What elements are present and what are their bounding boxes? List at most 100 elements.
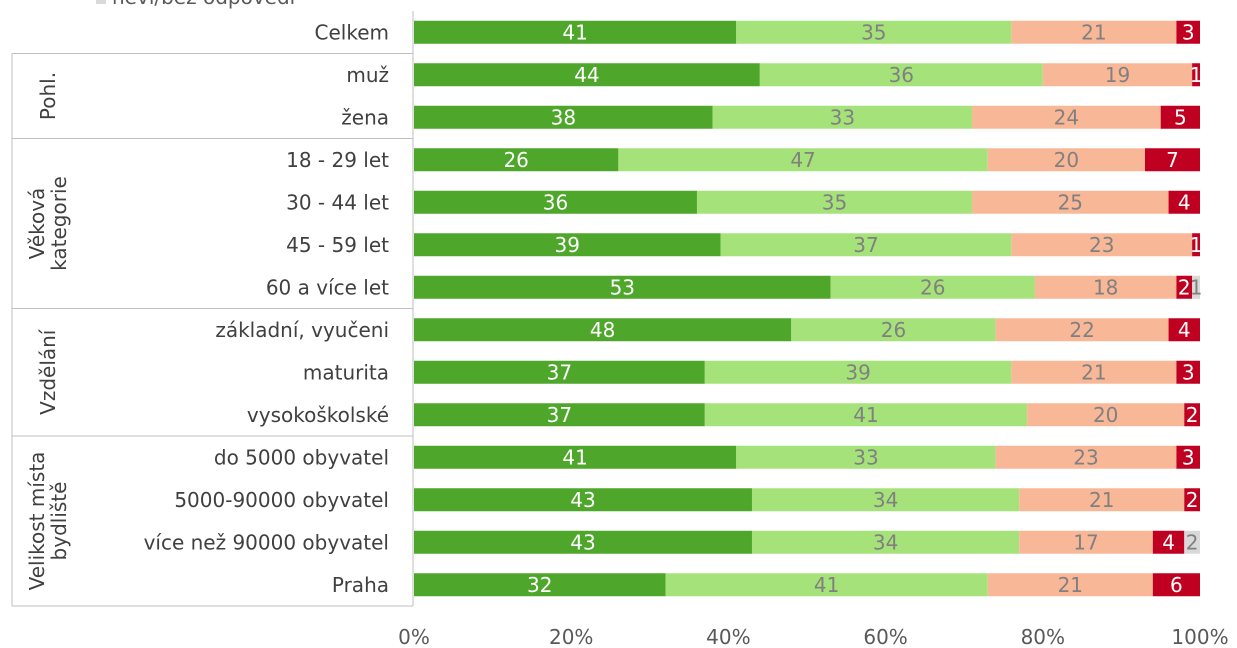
bar-segment [704,360,1012,384]
data-label: 21 [1081,360,1106,384]
bar-segment [665,573,988,597]
data-label: 41 [562,20,587,44]
data-label: 41 [562,445,587,469]
bar-segment [414,488,752,512]
data-label: 25 [1058,190,1083,214]
data-label: 7 [1166,148,1179,172]
bar-segment [1176,20,1200,44]
data-label: 32 [527,573,552,597]
category-label: 5000-90000 obyvatel [174,488,389,512]
bar-segment [1168,318,1200,342]
data-label: 2 [1186,530,1199,554]
bar-segment [414,148,619,172]
data-label: 3 [1182,445,1195,469]
bar-segment [1011,20,1177,44]
data-label: 22 [1069,318,1094,342]
data-label: 43 [570,488,595,512]
data-label: 47 [790,148,815,172]
bar-segment [704,403,1028,427]
bar-segment [791,318,996,342]
bar-segment [414,20,737,44]
bar-segment [414,233,721,257]
data-label: 24 [1054,105,1079,129]
category-label: maturita [303,360,389,384]
data-label: 53 [610,275,635,299]
x-tick-label: 40% [706,625,750,648]
data-label: 26 [881,318,906,342]
data-label: 35 [861,20,886,44]
bar-segment [995,318,1169,342]
group-label: Věková [25,188,49,260]
bar-segment [414,105,713,129]
bar-segment [987,573,1153,597]
data-label: 41 [853,403,878,427]
bar-segment [414,530,752,554]
bar-segment [414,63,760,87]
data-label: 37 [547,360,572,384]
data-label: 36 [543,190,568,214]
data-label: 2 [1186,488,1199,512]
group-label: Vzdělání [36,328,60,415]
data-label: 33 [830,105,855,129]
bar-segment [1152,573,1200,597]
data-label: 34 [873,488,898,512]
data-label: 35 [822,190,847,214]
data-label: 36 [889,63,914,87]
bar-segment [1176,445,1200,469]
bar-segment [1184,530,1200,554]
group-label: Velikost místa [25,452,49,591]
bar-segment [1011,360,1177,384]
bar-segment [1144,148,1200,172]
data-label: 37 [853,233,878,257]
category-label: základní, vyučeni [215,318,389,342]
group-label: kategorie [47,176,71,271]
category-label: Praha [332,573,389,597]
category-label: muž [346,63,389,87]
group-label: bydliště [47,482,71,561]
data-label: 17 [1073,530,1098,554]
data-label: 4 [1162,530,1175,554]
category-label: 18 - 29 let [286,148,389,172]
data-label: 1 [1190,63,1203,87]
data-label: 21 [1081,20,1106,44]
data-label: 39 [845,360,870,384]
data-label: 23 [1073,445,1098,469]
data-label: 6 [1170,573,1183,597]
bar-segment [414,360,705,384]
category-label: žena [341,105,389,129]
x-tick-label: 20% [549,625,593,648]
data-label: 38 [551,105,576,129]
legend-swatch [96,0,106,4]
bar-segment [995,445,1177,469]
data-label: 3 [1182,20,1195,44]
bar-segment [1011,233,1193,257]
data-label: 4 [1178,190,1191,214]
bar-segment [1184,488,1200,512]
data-label: 34 [873,530,898,554]
bar-segment [759,63,1043,87]
category-label: 30 - 44 let [286,190,389,214]
data-label: 26 [503,148,528,172]
category-label: více než 90000 obyvatel [144,530,389,554]
bar-segment [751,530,1020,554]
data-label: 23 [1089,233,1114,257]
bar-segment [1192,63,1200,87]
bar-segment [972,105,1161,129]
bar-segment [1019,530,1153,554]
bar-segment [736,20,1012,44]
bar-segment [1184,403,1200,427]
data-label: 2 [1186,403,1199,427]
data-label: 43 [570,530,595,554]
bar-segment [720,233,1012,257]
category-label: 45 - 59 let [286,233,389,257]
data-label: 33 [853,445,878,469]
bar-segment [1192,233,1200,257]
bar-segment [972,190,1169,214]
data-label: 39 [555,233,580,257]
bar-segment [1152,530,1185,554]
category-label: Celkem [315,20,389,44]
data-label: 21 [1058,573,1083,597]
bar-segment [618,148,988,172]
bar-segment [696,190,973,214]
